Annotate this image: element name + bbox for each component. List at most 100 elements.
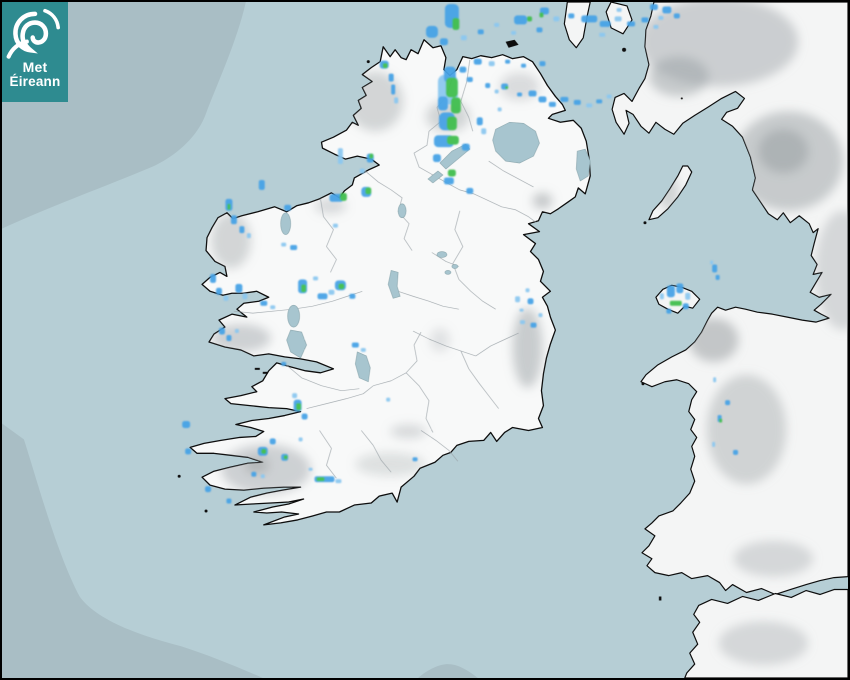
radar-cell-heavy-precipitation <box>719 418 723 423</box>
radar-cell-moderate-precipitation <box>548 101 556 107</box>
radar-cell-light-precipitation <box>519 308 524 312</box>
radar-cell-light-precipitation <box>658 15 664 20</box>
radar-cell-moderate-precipitation <box>388 73 394 82</box>
radar-cell-light-precipitation <box>335 479 342 484</box>
ayrshire-islet <box>680 97 683 100</box>
radar-cell-heavy-precipitation <box>446 135 459 145</box>
radar-cell-moderate-precipitation <box>473 58 482 65</box>
radar-cell-heavy-precipitation <box>669 300 682 306</box>
radar-cell-moderate-precipitation <box>230 215 237 225</box>
radar-cell-moderate-precipitation <box>185 448 192 455</box>
lough-sheelin <box>436 251 448 258</box>
radar-cell-moderate-precipitation <box>538 96 547 103</box>
dursey-islet <box>204 509 208 513</box>
radar-range-edge-south <box>418 664 478 678</box>
radar-cell-moderate-precipitation <box>649 3 658 10</box>
radar-cell-heavy-precipitation <box>450 97 461 114</box>
radar-cell-heavy-precipitation <box>446 116 457 131</box>
radar-cell-moderate-precipitation <box>466 77 473 83</box>
ailsa-craig-islet <box>622 47 627 52</box>
lough-derg <box>355 351 371 383</box>
lough-corrib <box>286 329 307 359</box>
radar-cell-light-precipitation <box>359 168 365 174</box>
radar-cell-heavy-precipitation <box>296 403 302 411</box>
radar-cell-moderate-precipitation <box>251 471 257 477</box>
radar-cell-moderate-precipitation <box>437 96 448 111</box>
radar-cell-moderate-precipitation <box>641 17 649 23</box>
radar-cell-moderate-precipitation <box>560 96 569 102</box>
radar-cell-moderate-precipitation <box>573 99 581 105</box>
radar-cell-light-precipitation <box>616 7 622 12</box>
bardsey-island <box>641 382 645 386</box>
radar-cell-heavy-precipitation <box>452 17 460 30</box>
radar-cell-moderate-precipitation <box>226 335 232 341</box>
radar-cell-moderate-precipitation <box>521 63 527 68</box>
brand-logo: Met Éireann <box>2 2 68 102</box>
radar-cell-light-precipitation <box>292 393 298 399</box>
radar-cell-moderate-precipitation <box>476 117 483 126</box>
radar-cell-moderate-precipitation <box>412 457 418 462</box>
radar-cells-layer <box>182 3 739 504</box>
radar-cell-moderate-precipitation <box>715 274 720 280</box>
radar-cell-moderate-precipitation <box>182 421 191 428</box>
radar-cell-light-precipitation <box>685 292 691 300</box>
radar-cell-moderate-precipitation <box>284 204 292 211</box>
radar-cell-heavy-precipitation <box>527 16 532 22</box>
radar-cell-light-precipitation <box>653 24 659 29</box>
lough-allen <box>397 203 407 219</box>
radar-cell-moderate-precipitation <box>477 29 484 35</box>
skellig-islet <box>177 474 181 478</box>
radar-cell-moderate-precipitation <box>514 15 528 25</box>
radar-cell-moderate-precipitation <box>281 361 287 366</box>
brand-text: Met Éireann <box>10 60 61 89</box>
radar-cell-heavy-precipitation <box>338 283 345 290</box>
radar-cell-light-precipitation <box>710 260 714 265</box>
radar-cell-heavy-precipitation <box>301 284 307 293</box>
lough-neagh <box>492 121 540 164</box>
radar-cell-light-precipitation <box>313 276 319 281</box>
radar-cell-light-precipitation <box>481 128 487 135</box>
radar-cell-light-precipitation <box>223 295 229 301</box>
radar-cell-light-precipitation <box>246 233 251 239</box>
small-lake <box>444 270 452 275</box>
radar-cell-moderate-precipitation <box>599 20 611 27</box>
radar-cell-moderate-precipitation <box>673 13 680 19</box>
radar-cell-light-precipitation <box>394 97 399 104</box>
radar-cell-moderate-precipitation <box>226 498 232 504</box>
lough-erne <box>439 143 471 170</box>
radar-cell-moderate-precipitation <box>258 179 265 190</box>
radar-cell-moderate-precipitation <box>466 187 474 194</box>
radar-cell-light-precipitation <box>713 377 717 383</box>
radar-cell-moderate-precipitation <box>682 303 689 310</box>
radar-cell-light-precipitation <box>538 313 543 318</box>
radar-cell-moderate-precipitation <box>485 83 491 88</box>
radar-cell-moderate-precipitation <box>527 298 534 305</box>
radar-cell-light-precipitation <box>281 242 287 247</box>
radar-cell-light-precipitation <box>298 437 303 442</box>
radar-cell-light-precipitation <box>586 103 593 108</box>
calf-of-man-islet <box>643 221 647 225</box>
radar-cell-moderate-precipitation <box>443 177 454 185</box>
radar-cell-heavy-precipitation <box>505 86 509 89</box>
radar-cell-moderate-precipitation <box>301 413 308 420</box>
radar-cell-light-precipitation <box>606 94 612 99</box>
radar-cell-moderate-precipitation <box>528 90 537 97</box>
radar-cell-light-precipitation <box>386 397 391 402</box>
radar-cell-light-precipitation <box>260 474 265 479</box>
radar-cell-moderate-precipitation <box>461 143 470 151</box>
radar-cell-light-precipitation <box>270 305 276 310</box>
radar-cell-heavy-precipitation <box>447 169 456 177</box>
lough-conn <box>280 212 291 235</box>
radar-cell-moderate-precipitation <box>239 226 245 234</box>
radar-cell-moderate-precipitation <box>666 285 675 298</box>
radar-cell-heavy-precipitation <box>539 12 544 18</box>
radar-cell-moderate-precipitation <box>290 245 298 251</box>
radar-cell-light-precipitation <box>460 35 467 41</box>
radar-cell-light-precipitation <box>511 30 517 35</box>
tory-island <box>366 60 370 64</box>
radar-cell-moderate-precipitation <box>425 25 438 38</box>
radar-cell-moderate-precipitation <box>568 13 575 19</box>
aran-island <box>262 371 268 374</box>
